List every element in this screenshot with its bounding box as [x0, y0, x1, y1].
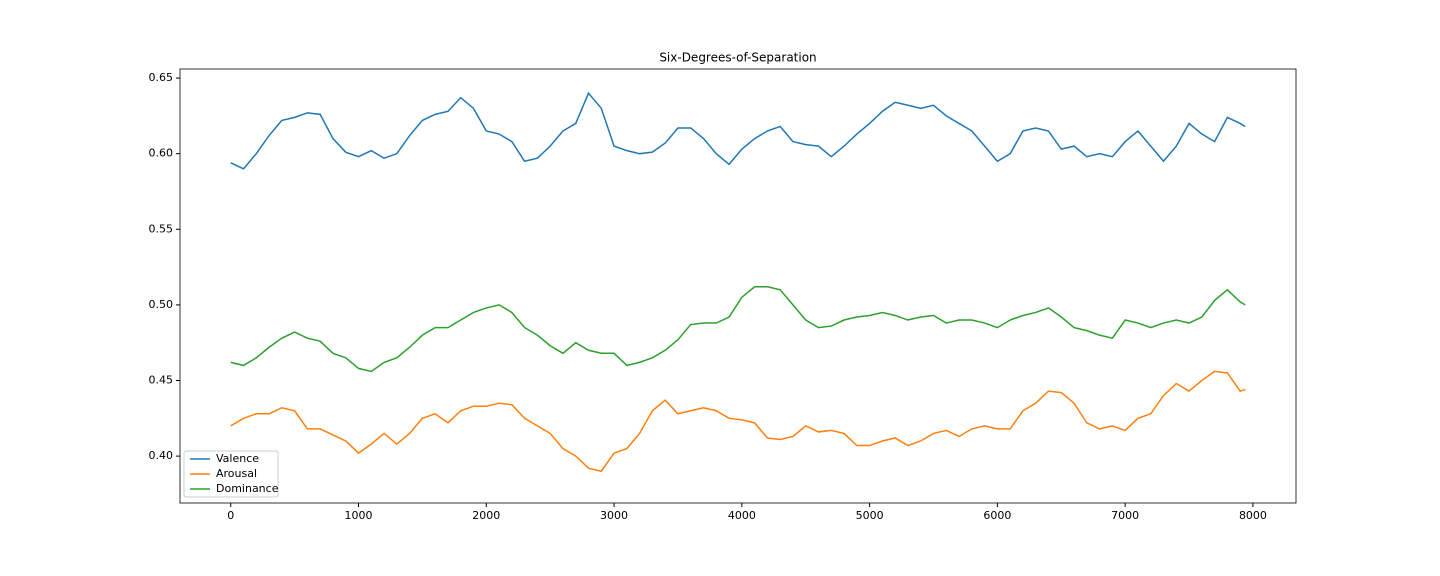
x-tick-label: 1000	[345, 509, 373, 522]
y-tick-label: 0.40	[149, 449, 174, 462]
x-tick-label: 5000	[856, 509, 884, 522]
x-tick-label: 0	[227, 509, 234, 522]
plot-frame	[179, 68, 1297, 504]
legend-label: Arousal	[216, 467, 257, 480]
x-tick-label: 7000	[1111, 509, 1139, 522]
x-tick-label: 3000	[600, 509, 628, 522]
x-tick-label: 6000	[983, 509, 1011, 522]
legend-box	[183, 450, 279, 498]
line-series	[230, 286, 1246, 373]
legend-label: Valence	[216, 452, 259, 465]
legend-label: Dominance	[216, 482, 279, 495]
line-series	[230, 91, 1246, 170]
y-tick-label: 0.45	[149, 374, 174, 387]
x-tick-label: 4000	[728, 509, 756, 522]
x-tick-label: 8000	[1239, 509, 1267, 522]
x-tick-label: 2000	[472, 509, 500, 522]
y-tick-label: 0.50	[149, 298, 174, 311]
line-series	[230, 370, 1246, 473]
chart-title: Six-Degrees-of-Separation	[659, 51, 816, 65]
y-tick-label: 0.65	[149, 71, 174, 84]
y-tick-label: 0.60	[149, 147, 174, 160]
y-tick-label: 0.55	[149, 222, 174, 235]
